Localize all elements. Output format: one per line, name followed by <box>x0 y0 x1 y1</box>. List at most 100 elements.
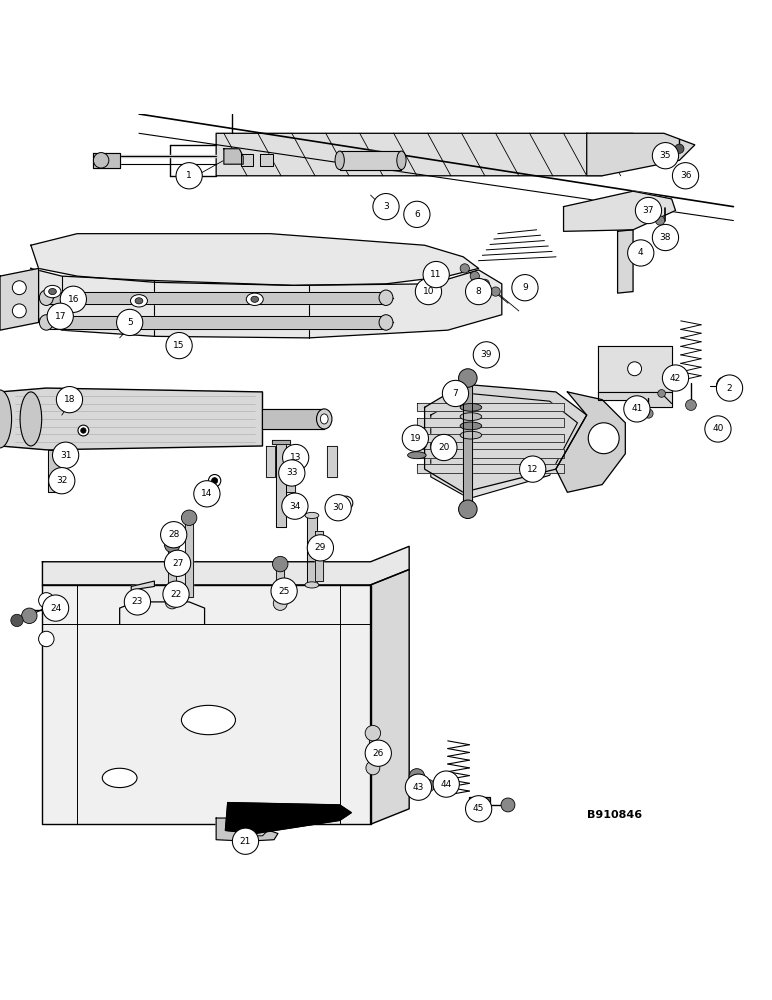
Circle shape <box>325 495 351 521</box>
Circle shape <box>166 332 192 359</box>
Ellipse shape <box>102 768 137 788</box>
Text: 31: 31 <box>60 451 71 460</box>
Circle shape <box>176 163 202 189</box>
Circle shape <box>491 287 500 296</box>
Circle shape <box>655 216 665 225</box>
Polygon shape <box>46 292 386 304</box>
Ellipse shape <box>73 296 81 302</box>
Ellipse shape <box>317 409 332 429</box>
Text: 9: 9 <box>522 283 528 292</box>
Text: 36: 36 <box>680 171 691 180</box>
Circle shape <box>39 593 54 608</box>
Circle shape <box>415 278 442 305</box>
Ellipse shape <box>460 403 482 411</box>
Polygon shape <box>46 316 386 329</box>
Circle shape <box>652 143 679 169</box>
Text: 11: 11 <box>431 270 442 279</box>
Circle shape <box>520 456 546 482</box>
Circle shape <box>716 376 735 395</box>
Ellipse shape <box>0 390 12 448</box>
Polygon shape <box>564 191 676 231</box>
Circle shape <box>409 769 425 784</box>
Text: 5: 5 <box>127 318 133 327</box>
Circle shape <box>628 240 654 266</box>
Polygon shape <box>31 234 479 285</box>
Ellipse shape <box>460 422 482 430</box>
Circle shape <box>716 375 743 401</box>
Circle shape <box>284 458 296 470</box>
Ellipse shape <box>628 362 642 376</box>
Text: 22: 22 <box>171 590 181 599</box>
Text: 37: 37 <box>643 206 654 215</box>
Circle shape <box>164 550 191 576</box>
Text: 27: 27 <box>172 559 183 568</box>
Text: 38: 38 <box>660 233 671 242</box>
Text: 12: 12 <box>527 465 538 474</box>
Circle shape <box>164 537 180 552</box>
Ellipse shape <box>135 298 143 304</box>
Circle shape <box>624 396 650 422</box>
Circle shape <box>161 522 187 548</box>
Ellipse shape <box>408 442 426 449</box>
Text: 33: 33 <box>286 468 297 477</box>
Polygon shape <box>469 797 490 813</box>
Circle shape <box>117 309 143 336</box>
Circle shape <box>459 369 477 387</box>
Circle shape <box>163 581 189 607</box>
Circle shape <box>165 595 179 609</box>
Text: 30: 30 <box>333 503 344 512</box>
Text: 2: 2 <box>726 384 733 393</box>
Circle shape <box>56 387 83 413</box>
Polygon shape <box>42 585 371 824</box>
Circle shape <box>232 828 259 854</box>
Ellipse shape <box>343 500 349 507</box>
Text: 39: 39 <box>481 350 492 359</box>
Circle shape <box>466 796 492 822</box>
Polygon shape <box>417 403 564 411</box>
Polygon shape <box>598 392 672 407</box>
Text: 14: 14 <box>201 489 212 498</box>
Circle shape <box>672 163 699 189</box>
Text: 13: 13 <box>290 453 301 462</box>
Text: 7: 7 <box>452 389 459 398</box>
Polygon shape <box>276 566 284 602</box>
Circle shape <box>273 596 287 610</box>
Ellipse shape <box>251 296 259 302</box>
Polygon shape <box>618 230 633 293</box>
Polygon shape <box>42 546 409 585</box>
Polygon shape <box>168 546 176 600</box>
Polygon shape <box>0 388 262 450</box>
Circle shape <box>404 201 430 227</box>
Polygon shape <box>598 346 672 392</box>
Circle shape <box>480 279 489 288</box>
Circle shape <box>675 144 684 153</box>
Text: 10: 10 <box>423 287 434 296</box>
Text: 18: 18 <box>64 395 75 404</box>
Text: 35: 35 <box>660 151 671 160</box>
Circle shape <box>470 271 479 281</box>
Polygon shape <box>286 465 295 492</box>
Ellipse shape <box>171 524 185 538</box>
Circle shape <box>405 774 432 800</box>
Ellipse shape <box>49 288 56 295</box>
Ellipse shape <box>44 285 61 298</box>
Ellipse shape <box>39 290 53 305</box>
Circle shape <box>47 303 73 329</box>
Polygon shape <box>340 151 401 170</box>
Polygon shape <box>262 409 324 429</box>
Ellipse shape <box>460 431 482 439</box>
Circle shape <box>501 798 515 812</box>
Ellipse shape <box>174 527 181 534</box>
Circle shape <box>652 224 679 251</box>
Circle shape <box>22 608 37 624</box>
Ellipse shape <box>78 425 89 436</box>
Circle shape <box>686 400 696 410</box>
Circle shape <box>271 578 297 604</box>
Polygon shape <box>463 380 472 508</box>
Circle shape <box>442 380 469 407</box>
Polygon shape <box>232 828 270 836</box>
Polygon shape <box>371 569 409 824</box>
Text: 41: 41 <box>631 404 642 413</box>
Text: 40: 40 <box>713 424 723 433</box>
Polygon shape <box>369 735 377 766</box>
